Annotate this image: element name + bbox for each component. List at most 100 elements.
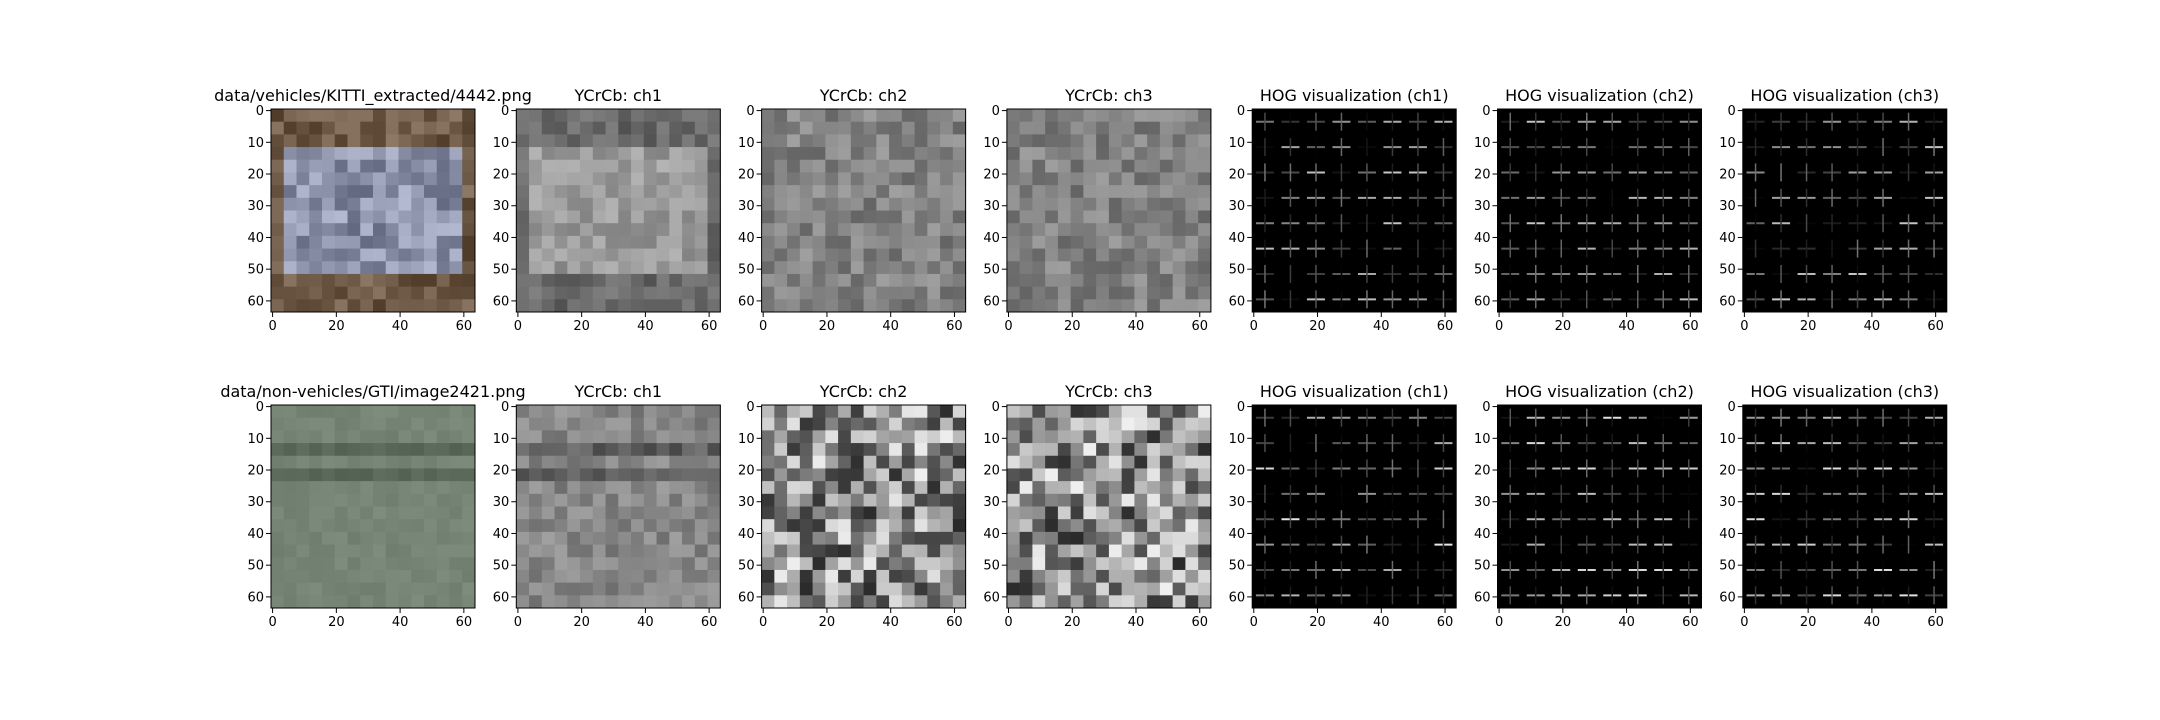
pixel bbox=[1134, 235, 1148, 250]
pixel bbox=[283, 223, 297, 237]
pixel bbox=[1172, 147, 1186, 161]
pixel bbox=[1185, 286, 1199, 300]
pixel bbox=[580, 109, 594, 123]
pixel bbox=[940, 121, 954, 135]
pixel bbox=[1159, 468, 1174, 482]
pixel bbox=[952, 443, 967, 457]
pixel bbox=[1045, 417, 1059, 431]
pixel bbox=[787, 273, 801, 288]
pixel bbox=[436, 147, 450, 161]
pixel bbox=[707, 417, 721, 431]
pixel bbox=[373, 159, 387, 173]
pixel bbox=[812, 147, 826, 161]
pixel bbox=[787, 405, 801, 419]
pixel bbox=[1159, 481, 1174, 495]
pixel bbox=[347, 185, 361, 199]
pixel bbox=[1185, 430, 1199, 444]
pixel bbox=[889, 273, 903, 288]
pixel bbox=[889, 582, 903, 596]
pixel bbox=[373, 595, 387, 609]
pixel bbox=[334, 286, 348, 300]
pixel bbox=[1121, 531, 1135, 546]
pixel bbox=[334, 506, 348, 520]
pixel bbox=[812, 134, 826, 148]
pixel bbox=[707, 481, 721, 495]
pixel bbox=[952, 493, 967, 507]
pixel bbox=[462, 544, 476, 558]
pixel bbox=[914, 569, 928, 584]
y-tick-label: 0 bbox=[1482, 400, 1490, 415]
pixel bbox=[694, 405, 709, 419]
pixel bbox=[682, 261, 696, 275]
pixel bbox=[1147, 506, 1161, 520]
pixel bbox=[411, 569, 425, 584]
pixel bbox=[605, 455, 619, 469]
pixel bbox=[618, 286, 632, 300]
pixel bbox=[322, 468, 336, 482]
pixel bbox=[360, 544, 374, 558]
pixel bbox=[1159, 519, 1174, 533]
pixel bbox=[850, 430, 865, 444]
pixel bbox=[901, 223, 916, 237]
pixel bbox=[863, 544, 877, 558]
pixel bbox=[449, 235, 463, 250]
pixel bbox=[271, 286, 285, 300]
pixel bbox=[1121, 582, 1135, 596]
pixel bbox=[787, 481, 801, 495]
y-tick-label: 30 bbox=[738, 199, 755, 214]
pixel bbox=[1083, 582, 1097, 596]
pixel bbox=[529, 185, 543, 199]
pixel bbox=[580, 273, 594, 288]
pixel bbox=[554, 273, 568, 288]
pixel bbox=[1172, 506, 1186, 520]
pixel bbox=[373, 299, 387, 313]
pixel bbox=[360, 506, 374, 520]
pixel bbox=[682, 223, 696, 237]
pixel bbox=[787, 531, 801, 546]
pixel bbox=[1147, 544, 1161, 558]
pixel bbox=[1198, 273, 1212, 288]
pixel bbox=[927, 544, 941, 558]
pixel bbox=[1006, 210, 1021, 224]
pixel bbox=[334, 273, 348, 288]
pixel bbox=[643, 519, 658, 533]
pixel bbox=[1147, 273, 1161, 288]
y-tick-label: 40 bbox=[738, 231, 755, 246]
subplot-title: YCrCb: ch3 bbox=[1064, 86, 1153, 105]
pixel bbox=[398, 569, 412, 584]
pixel bbox=[271, 185, 285, 199]
x-tick-label: 40 bbox=[392, 615, 409, 630]
pixel bbox=[1045, 286, 1059, 300]
pixel bbox=[787, 210, 801, 224]
y-tick-label: 50 bbox=[493, 263, 510, 278]
pixel bbox=[618, 210, 632, 224]
pixel bbox=[1121, 286, 1135, 300]
pixel bbox=[850, 544, 865, 558]
pixel bbox=[927, 531, 941, 546]
pixel bbox=[799, 299, 814, 313]
pixel bbox=[1121, 109, 1135, 123]
pixel bbox=[1045, 223, 1059, 237]
pixel bbox=[927, 185, 941, 199]
pixel bbox=[529, 557, 543, 571]
pixel bbox=[669, 506, 683, 520]
pixel bbox=[385, 273, 399, 288]
pixel bbox=[462, 197, 476, 211]
pixel bbox=[876, 455, 890, 469]
pixel bbox=[605, 405, 619, 419]
pixel bbox=[631, 147, 645, 161]
pixel bbox=[554, 185, 568, 199]
y-tick-label: 10 bbox=[493, 136, 510, 151]
pixel bbox=[656, 172, 670, 186]
pixel bbox=[694, 172, 709, 186]
pixel bbox=[774, 493, 788, 507]
pixel bbox=[1070, 109, 1084, 123]
pixel bbox=[592, 109, 607, 123]
pixel bbox=[656, 481, 670, 495]
pixel bbox=[1121, 468, 1135, 482]
pixel bbox=[1096, 519, 1110, 533]
x-tick-label: 0 bbox=[1250, 319, 1258, 334]
pixel bbox=[631, 455, 645, 469]
pixel bbox=[940, 210, 954, 224]
pixel bbox=[309, 493, 323, 507]
